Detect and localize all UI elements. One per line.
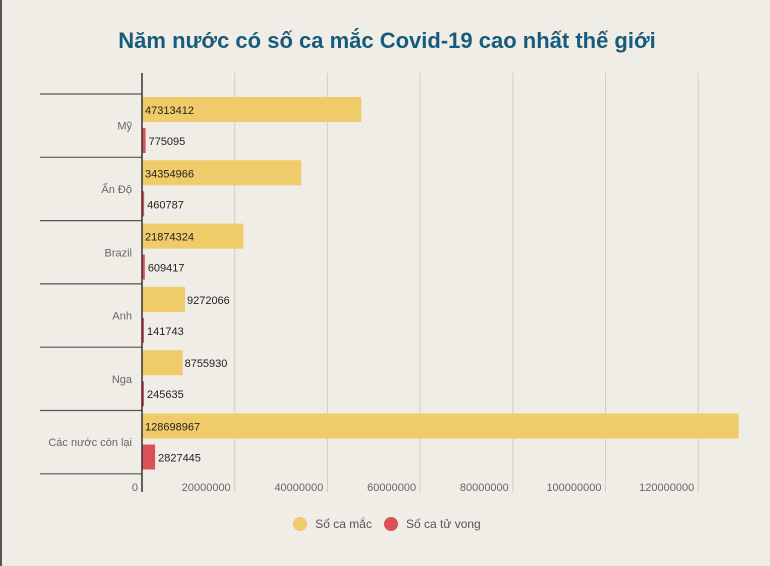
data-label: 609417 [148,263,185,275]
bar-cases [142,160,302,186]
x-tick-label: 80000000 [460,482,509,494]
chart-title: Năm nước có số ca mắc Covid-19 cao nhất … [118,28,656,53]
bar-cases [142,223,244,249]
bar-deaths [142,444,156,470]
legend-item-cases[interactable]: Số ca mắc [293,517,372,531]
bar-cases [142,413,739,439]
data-label: 128698967 [145,422,200,434]
data-label: 8755930 [185,358,228,370]
x-tick-label: 0 [132,482,138,494]
bar-deaths [142,381,144,407]
data-label: 47313412 [145,105,194,117]
bar-cases [142,286,185,312]
category-label: Các nước còn lại [48,437,132,449]
legend-cases-swatch [293,517,308,531]
bar-deaths [142,317,144,343]
data-label: 141743 [147,326,184,338]
data-label: 245635 [147,389,184,401]
x-tick-label: 20000000 [182,482,231,494]
bar-deaths [142,128,146,153]
legend-item-deaths[interactable]: Số ca tử vong [383,517,481,531]
data-label: 9272066 [187,295,230,307]
legend-cases-label: Số ca mắc [315,517,372,531]
data-label: 21874324 [145,232,194,244]
bar-deaths [142,254,145,280]
data-label: 460787 [147,199,184,211]
x-tick-label: 40000000 [274,482,323,494]
legend-deaths-label: Số ca tử vong [405,517,481,531]
x-tick-label: 120000000 [639,482,694,494]
category-label: Brazil [104,247,132,259]
data-label: 775095 [149,136,186,148]
data-label: 2827445 [158,453,201,465]
x-tick-label: 60000000 [367,482,416,494]
category-label: Ấn Độ [101,183,132,196]
bar-cases [142,97,362,122]
category-label: Mỹ [117,121,132,133]
category-label: Anh [112,311,132,323]
x-tick-label: 100000000 [546,482,601,494]
category-label: Nga [112,374,133,386]
data-label: 34354966 [145,168,194,180]
legend: Số ca mắc Số ca tử vong [2,517,770,531]
bar-deaths [142,191,145,217]
bar-cases [142,350,183,376]
legend-deaths-swatch [383,517,398,531]
